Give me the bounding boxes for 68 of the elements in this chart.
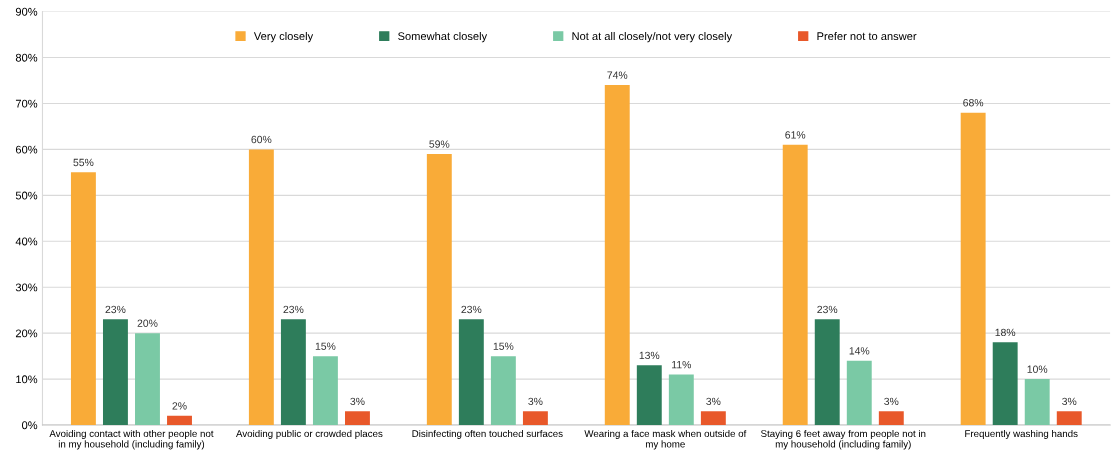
y-tick-label: 50% (15, 191, 38, 200)
data-label: 23% (461, 305, 482, 314)
x-tick-label: Staying 6 feet away from people not in my household (including family) (761, 429, 926, 450)
data-label: 18% (995, 328, 1016, 337)
y-tick-label: 40% (15, 237, 38, 246)
bar (167, 415, 192, 426)
data-label: 3% (528, 397, 543, 406)
y-tick-label: 80% (15, 53, 38, 62)
x-tick-label: Frequently washing hands (965, 429, 1078, 439)
data-label: 55% (73, 158, 94, 167)
legend-label: Very closely (253, 31, 314, 43)
data-label: 10% (1027, 365, 1048, 373)
legend-label: Not at all closely/not very closely (572, 31, 733, 43)
data-label: 15% (493, 342, 514, 350)
y-tick-label: 20% (15, 329, 38, 338)
bar (426, 153, 452, 426)
bar (522, 411, 548, 426)
bar (636, 365, 662, 426)
bar (1024, 379, 1050, 426)
bar (280, 319, 306, 426)
y-tick-label: 90% (15, 7, 38, 16)
x-tick-label: Wearing a face mask when outside of my home (584, 429, 747, 450)
bar (345, 411, 370, 426)
legend-label: Somewhat closely (398, 31, 488, 43)
y-tick-label: 0% (22, 421, 38, 430)
data-label: 61% (785, 131, 806, 139)
bar (248, 149, 274, 426)
data-label: 23% (283, 305, 304, 314)
y-tick-label: 60% (15, 145, 38, 154)
data-label: 15% (315, 342, 336, 350)
data-label: 23% (105, 305, 126, 314)
data-label: 20% (137, 319, 158, 327)
y-tick-label: 10% (16, 375, 38, 384)
data-label: 3% (1062, 397, 1077, 406)
data-label: 59% (429, 140, 450, 148)
bar (782, 144, 808, 426)
bar (878, 411, 904, 426)
data-label: 3% (706, 397, 721, 406)
x-tick-label: Disinfecting often touched surfaces (412, 429, 563, 439)
data-label: 68% (963, 99, 984, 107)
bar (604, 85, 630, 426)
bar (700, 411, 726, 426)
x-tick-label: Avoiding contact with other people not in my household (including family) (49, 429, 214, 450)
y-tick-label: 70% (15, 99, 38, 108)
data-label: 23% (817, 305, 838, 314)
bar (102, 319, 128, 426)
bar (135, 333, 160, 426)
data-label: 13% (639, 351, 660, 360)
bar (668, 374, 694, 426)
data-label: 74% (607, 71, 628, 79)
y-tick-label: 30% (15, 283, 38, 292)
bar (814, 319, 840, 426)
bar (846, 360, 872, 426)
bar (458, 319, 484, 426)
x-tick-label: Avoiding public or crowded places (236, 429, 383, 439)
data-label: 3% (350, 397, 365, 406)
bar (490, 356, 516, 426)
data-label: 3% (884, 397, 899, 406)
bar (70, 172, 96, 426)
legend-label: Prefer not to answer (817, 31, 917, 41)
bar (1056, 411, 1082, 426)
data-label: 2% (172, 402, 187, 410)
bar (960, 112, 986, 426)
bar (992, 342, 1018, 426)
data-label: 60% (251, 135, 272, 144)
data-label: 11% (672, 360, 691, 369)
data-label: 14% (849, 347, 870, 355)
bar (312, 356, 338, 426)
